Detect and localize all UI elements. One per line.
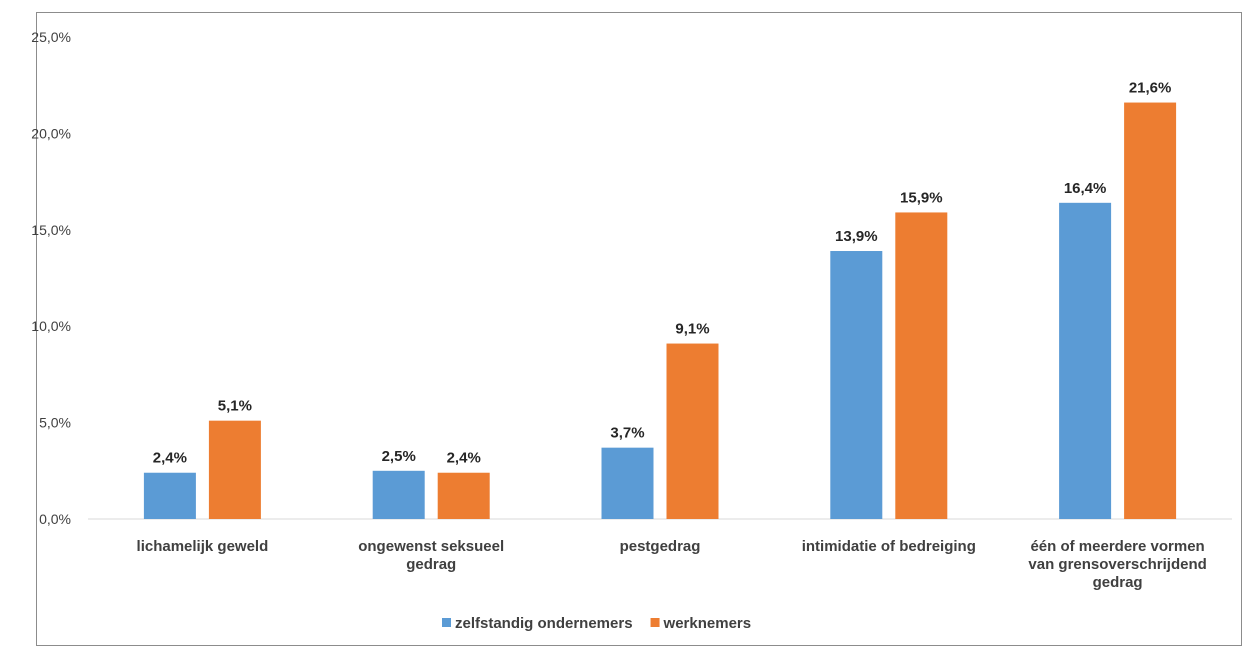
category-label: gedrag bbox=[406, 556, 456, 573]
bar-0 bbox=[372, 470, 425, 519]
chart-frame bbox=[36, 12, 1242, 646]
y-tick-label: 5,0% bbox=[39, 415, 71, 431]
y-tick-label: 25,0% bbox=[31, 29, 71, 45]
data-label: 13,9% bbox=[835, 228, 878, 245]
bar-0 bbox=[143, 472, 196, 519]
bar-1 bbox=[208, 420, 261, 519]
legend-label: werknemers bbox=[663, 615, 752, 632]
data-label: 2,4% bbox=[153, 450, 187, 467]
data-label: 21,6% bbox=[1129, 80, 1172, 97]
category-label: pestgedrag bbox=[620, 538, 701, 555]
category-label: lichamelijk geweld bbox=[137, 538, 269, 555]
data-label: 2,5% bbox=[382, 448, 416, 465]
data-label: 9,1% bbox=[675, 321, 709, 338]
category-label: ongewenst seksueel bbox=[358, 538, 504, 555]
data-label: 16,4% bbox=[1064, 180, 1107, 197]
y-tick-label: 10,0% bbox=[31, 318, 71, 334]
legend-swatch bbox=[650, 618, 660, 627]
bar-1 bbox=[895, 212, 948, 519]
bar-0 bbox=[830, 251, 883, 519]
legend-label: zelfstandig ondernemers bbox=[455, 615, 633, 632]
y-tick-label: 0,0% bbox=[39, 511, 71, 527]
bar-1 bbox=[666, 343, 719, 519]
bar-1 bbox=[437, 472, 490, 519]
bar-0 bbox=[1059, 202, 1112, 520]
bar-0 bbox=[601, 447, 654, 519]
category-label: gedrag bbox=[1093, 574, 1143, 591]
category-label: intimidatie of bedreiging bbox=[802, 538, 976, 555]
bar-1 bbox=[1124, 102, 1177, 519]
data-label: 3,7% bbox=[610, 425, 644, 442]
legend-swatch bbox=[442, 618, 451, 627]
y-tick-label: 20,0% bbox=[31, 125, 71, 141]
data-label: 5,1% bbox=[218, 398, 252, 415]
data-label: 15,9% bbox=[900, 189, 943, 206]
data-label: 2,4% bbox=[447, 450, 481, 467]
category-label: één of meerdere vormen bbox=[1030, 538, 1204, 555]
category-label: van grensoverschrijdend bbox=[1028, 556, 1206, 573]
y-tick-label: 15,0% bbox=[31, 222, 71, 238]
